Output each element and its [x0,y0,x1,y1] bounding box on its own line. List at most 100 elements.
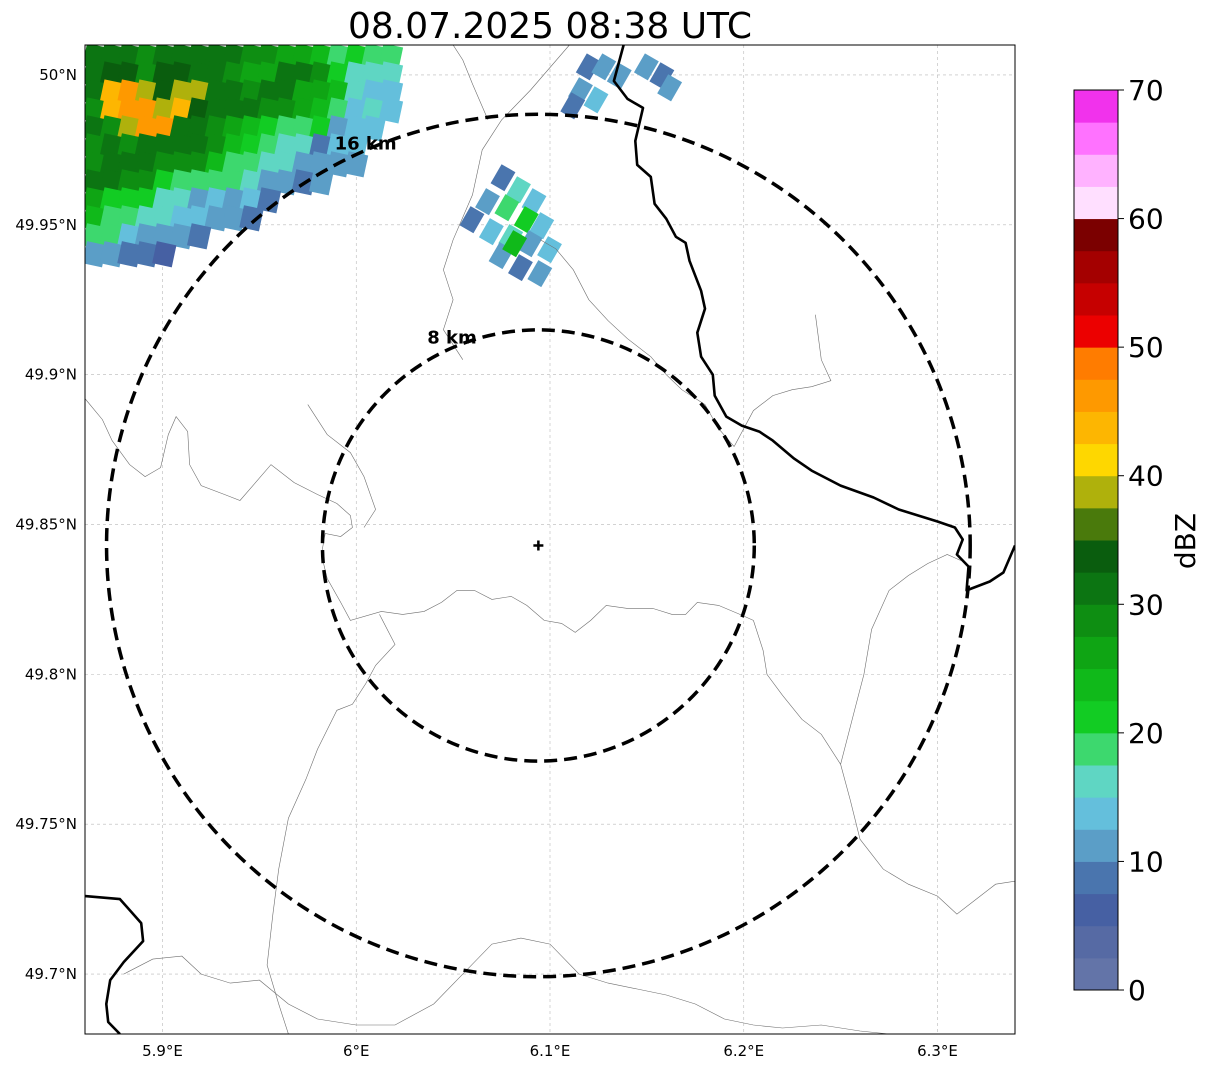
lon-tick-label: 6.2°E [723,1042,764,1060]
lat-tick-label: 49.8°N [25,665,77,683]
colorbar-swatch [1074,732,1118,766]
admin-boundary-line [452,45,489,121]
radar-cell [152,241,177,268]
lon-tick-label: 6.1°E [530,1042,571,1060]
admin-boundary-line [753,620,1015,915]
colorbar-swatch [1074,636,1118,670]
range-ring-label: 8 km [427,327,477,348]
lon-tick-label: 5.9°E [142,1042,183,1060]
radar-cell [239,205,264,232]
colorbar-swatch [1074,411,1118,445]
colorbar-swatch [1074,668,1118,702]
colorbar-swatch [1074,925,1118,959]
admin-boundary-line [123,937,890,1034]
colorbar-swatch [1074,957,1118,991]
map-area [85,45,1015,1034]
gridlines [85,45,1015,1034]
colorbar-tick-label: 60 [1128,203,1164,236]
radar-center-marker [533,540,544,551]
colorbar-swatch [1074,218,1118,252]
radar-cell [606,62,632,90]
colorbar-tick-label: 40 [1128,460,1164,493]
radar-cell [649,62,675,90]
colorbar-swatch [1074,604,1118,637]
radar-cell [537,236,562,264]
colorbar-swatch [1074,315,1118,348]
colorbar-tick-label: 10 [1128,845,1164,878]
radar-cell [575,53,601,81]
radar-cell [633,53,659,81]
lat-tick-label: 50°N [39,66,77,84]
admin-boundary-line [733,314,832,447]
radar-cell [459,206,485,234]
radar-cell [583,86,609,114]
colorbar [1073,89,1119,991]
radar-cell [378,97,404,124]
range-ring-label: 16 km [335,133,397,154]
radar-cell [187,223,212,250]
admin-boundaries [85,45,1015,1034]
radar-cell [309,169,334,196]
radar-cell [513,206,539,234]
range-ring-8km [320,328,757,763]
radar-cell [343,151,369,178]
radar-cell [517,230,543,258]
lat-tick-label: 49.7°N [25,965,77,983]
radar-cell [475,188,500,216]
lat-tick-label: 49.95°N [15,216,77,234]
colorbar-swatch [1074,765,1118,798]
colorbar-swatch [1074,540,1118,573]
radar-reflectivity-layer [85,45,683,288]
radar-cell [591,53,617,81]
admin-boundary-line [307,404,376,528]
colorbar-swatch [1074,347,1118,380]
colorbar-tick-label: 30 [1128,588,1164,621]
radar-cell [256,187,282,214]
colorbar-swatch [1074,250,1118,284]
colorbar-swatch [1074,90,1118,123]
colorbar-swatch [1074,475,1118,509]
radar-cell [494,194,520,222]
colorbar-swatch [1074,829,1118,862]
radar-cell [560,92,586,120]
radar-cell [478,218,504,246]
admin-boundary-line [540,239,735,447]
radar-cell [502,230,528,258]
country-border-line [612,45,1015,592]
colorbar-tick-labels: 0 10 20 30 40 50 60 70 [1118,74,1164,1007]
colorbar-tick-label: 70 [1128,74,1164,107]
colorbar-tick-label: 50 [1128,331,1164,364]
radar-cell [361,115,386,142]
admin-boundary-line [266,614,396,1034]
colorbar-swatch [1074,282,1118,316]
colorbar-tick-label: 20 [1128,717,1164,750]
colorbar-swatch [1074,186,1118,220]
colorbar-swatch [1074,507,1118,541]
colorbar-frame [1073,89,1119,991]
admin-boundary-line [443,45,570,360]
colorbar-swatch [1074,154,1118,187]
range-ring-labels: 8 km 16 km [335,133,477,348]
colorbar-swatch [1074,122,1118,155]
lat-tick-label: 49.75°N [15,815,77,833]
colorbar-swatch [1074,893,1118,927]
longitude-tick-labels: 5.9°E 6°E 6.1°E 6.2°E 6.3°E [142,1042,958,1060]
figure-title: 08.07.2025 08:38 UTC [348,6,752,47]
radar-cell [506,176,531,204]
lat-tick-label: 49.9°N [25,366,77,384]
lat-tick-label: 49.85°N [15,516,77,534]
colorbar-swatch [1074,572,1118,605]
country-border-line [85,894,145,1034]
map-frame [84,44,1016,1035]
colorbar-label: dBZ [1169,513,1202,569]
colorbar-swatch [1074,443,1118,477]
country-border [85,45,1015,1034]
colorbar-swatch [1074,861,1118,895]
radar-cell [657,74,683,102]
radar-cell [508,254,533,282]
colorbar-swatch [1074,797,1118,830]
admin-boundary-line [840,554,961,765]
radar-cell [529,212,555,240]
range-ring-16km [104,112,972,979]
